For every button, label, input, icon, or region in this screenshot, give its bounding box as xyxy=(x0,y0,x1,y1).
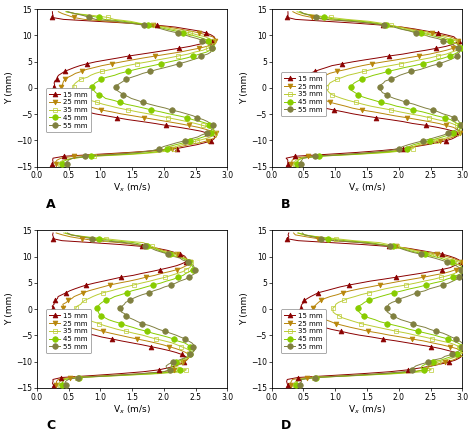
X-axis label: V$_x$ (m/s): V$_x$ (m/s) xyxy=(113,182,151,194)
X-axis label: V$_x$ (m/s): V$_x$ (m/s) xyxy=(113,403,151,416)
Legend: 15 mm, 25 mm, 35 mm, 45 mm, 55 mm: 15 mm, 25 mm, 35 mm, 45 mm, 55 mm xyxy=(46,88,91,132)
Y-axis label: Y (mm): Y (mm) xyxy=(6,293,15,326)
Text: B: B xyxy=(281,198,291,211)
Legend: 15 mm, 25 mm, 35 mm, 45 mm, 55 mm: 15 mm, 25 mm, 35 mm, 45 mm, 55 mm xyxy=(46,309,91,353)
X-axis label: V$_x$ (m/s): V$_x$ (m/s) xyxy=(348,403,386,416)
Text: D: D xyxy=(281,420,292,432)
Y-axis label: Y (mm): Y (mm) xyxy=(6,71,15,104)
X-axis label: V$_x$ (m/s): V$_x$ (m/s) xyxy=(348,182,386,194)
Y-axis label: Y (mm): Y (mm) xyxy=(240,71,249,104)
Text: C: C xyxy=(46,420,55,432)
Legend: 15 mm, 25 mm, 35 mm, 45 mm, 55 mm: 15 mm, 25 mm, 35 mm, 45 mm, 55 mm xyxy=(281,73,327,116)
Text: A: A xyxy=(46,198,56,211)
Legend: 15 mm, 25 mm, 35 mm, 45 mm, 55 mm: 15 mm, 25 mm, 35 mm, 45 mm, 55 mm xyxy=(281,309,327,353)
Y-axis label: Y (mm): Y (mm) xyxy=(240,293,249,326)
